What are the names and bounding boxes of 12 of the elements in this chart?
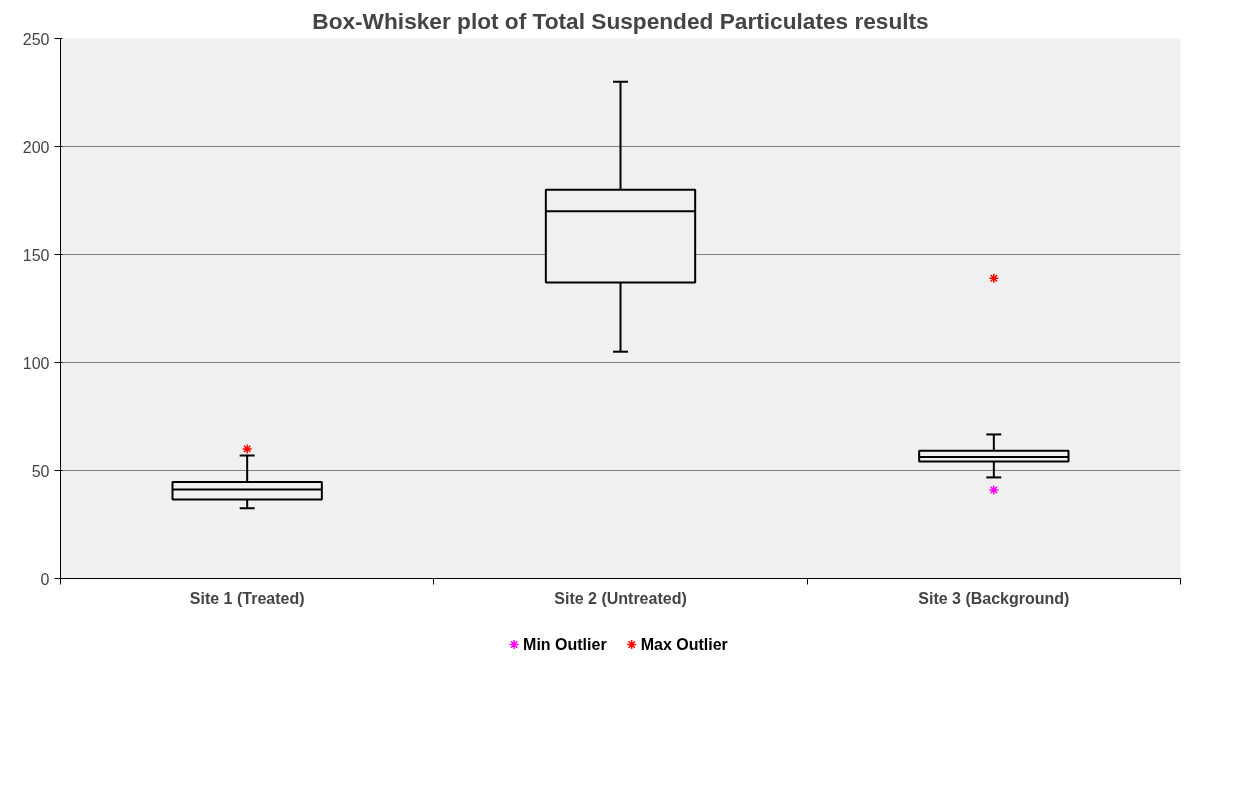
y-tick-label: 50 bbox=[31, 462, 50, 480]
y-tick-label: 100 bbox=[22, 354, 50, 372]
x-tick-label: Site 2 (Untreated) bbox=[554, 589, 687, 607]
y-tick-label: 150 bbox=[22, 246, 50, 264]
legend-label: Max Outlier bbox=[640, 636, 728, 653]
x-tick-label: Site 3 (Background) bbox=[918, 589, 1070, 607]
legend-label: Min Outlier bbox=[523, 636, 607, 653]
y-tick-label: 200 bbox=[22, 138, 50, 156]
chart-title: Box-Whisker plot of Total Suspended Particulates results bbox=[312, 7, 929, 34]
x-tick-label: Site 1 (Treated) bbox=[189, 589, 305, 607]
y-tick-label: 250 bbox=[22, 30, 50, 48]
y-tick-label: 0 bbox=[40, 570, 50, 588]
